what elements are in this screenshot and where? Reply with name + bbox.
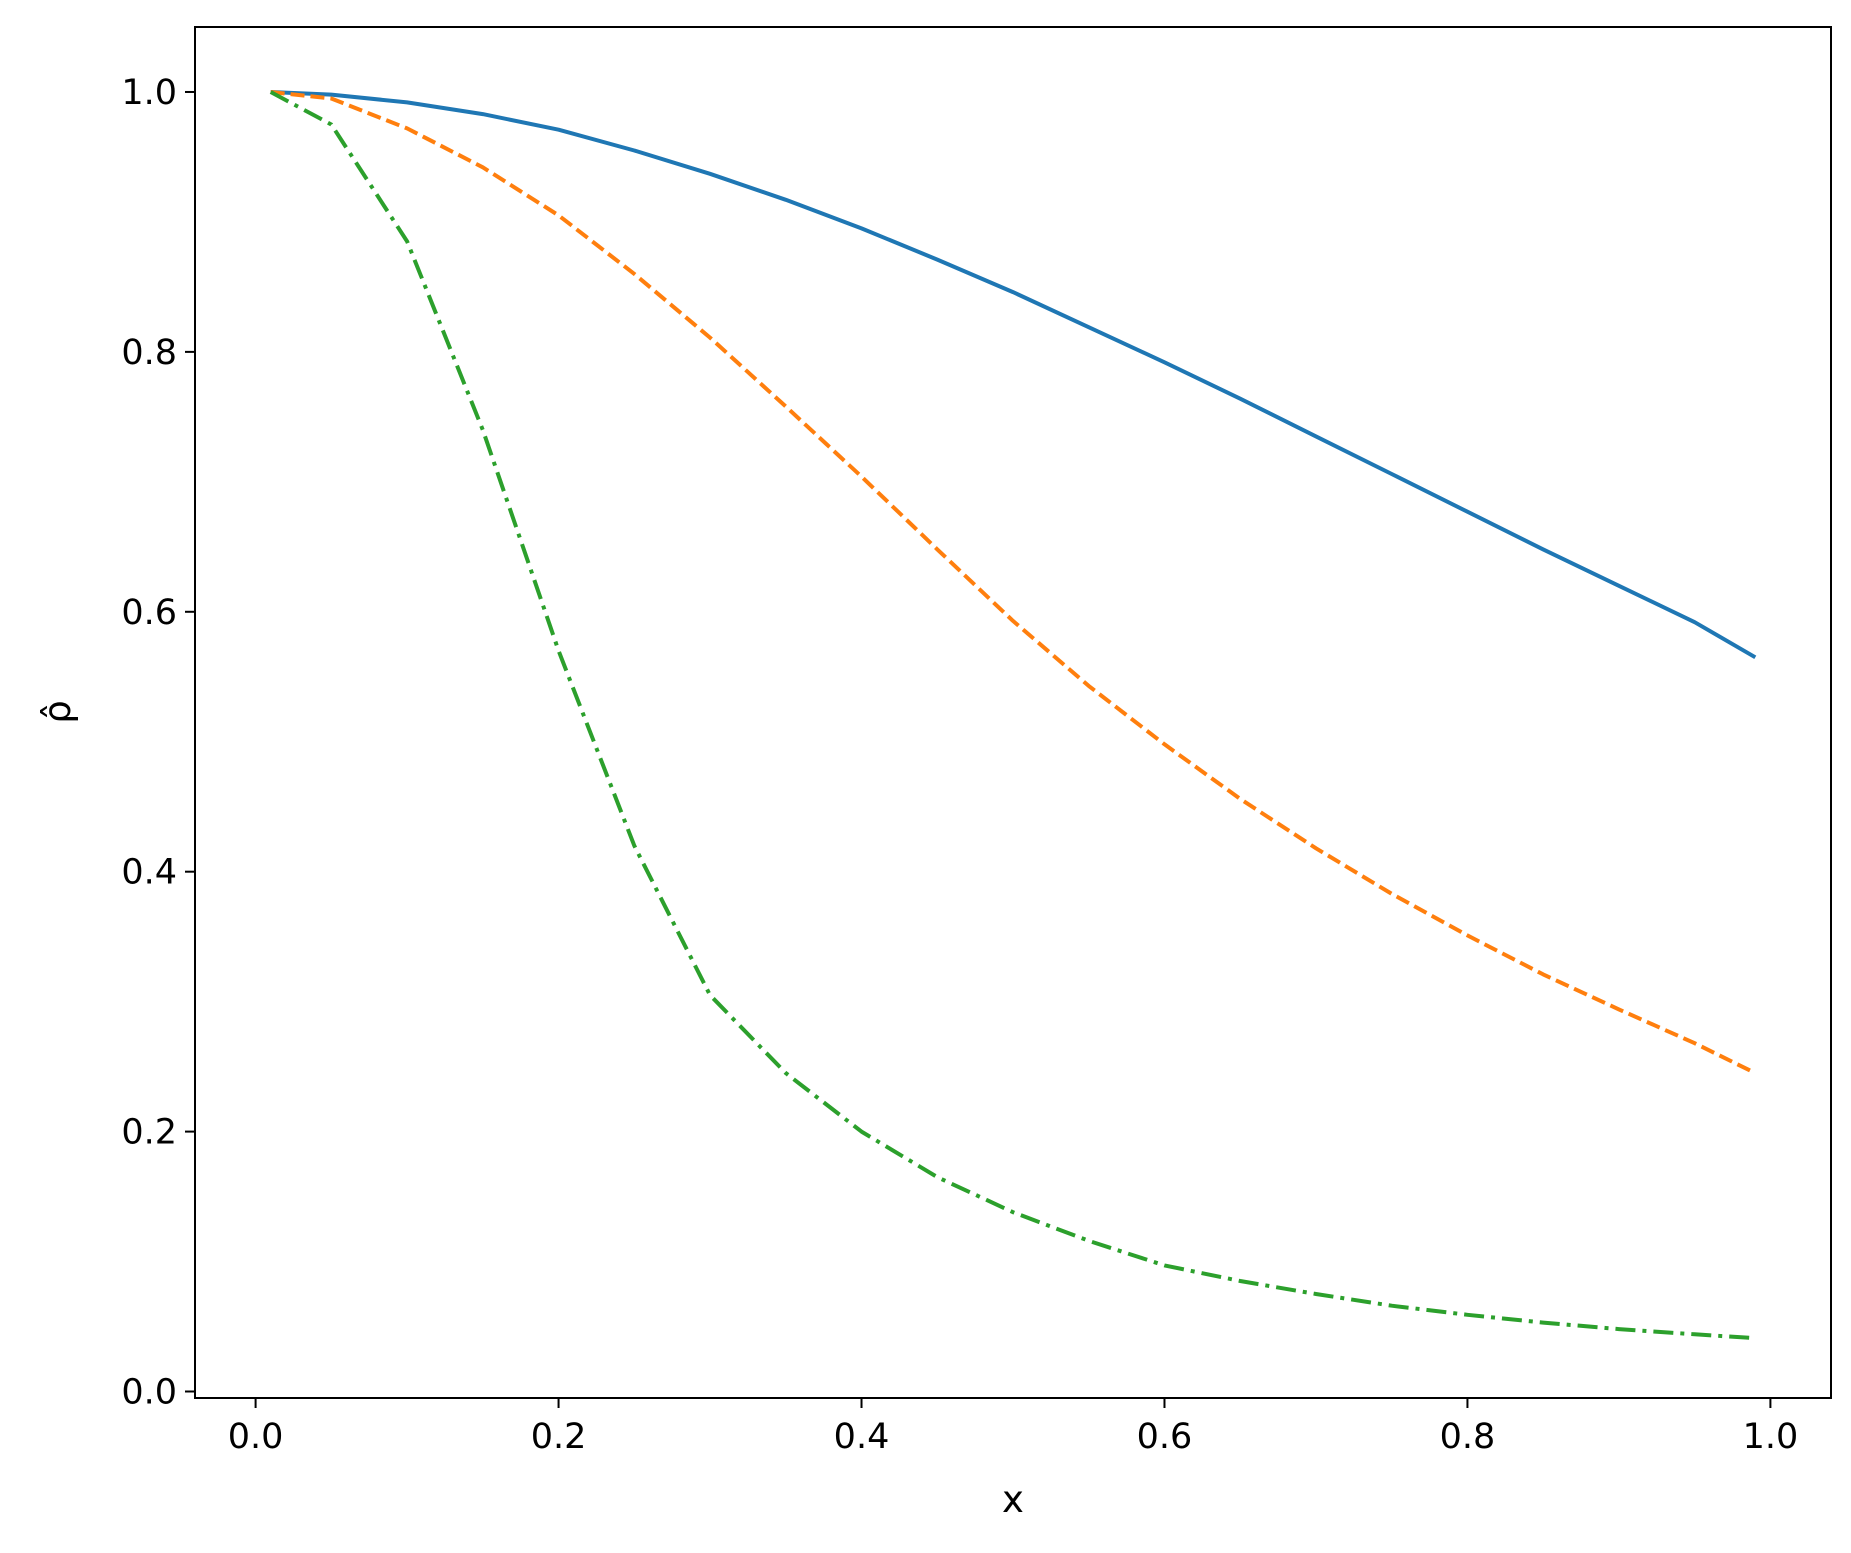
x-tick-label: 0.6 xyxy=(1137,1417,1193,1457)
series-line-2 xyxy=(270,90,1757,1075)
y-tick-label: 0.8 xyxy=(121,333,177,373)
x-tick-label: 0.2 xyxy=(531,1417,587,1457)
x-axis-ticks: 0.0 0.2 0.4 0.6 0.8 1.0 xyxy=(228,1398,1798,1457)
y-axis-label: ρ̂ xyxy=(36,700,79,724)
y-tick-label: 0.4 xyxy=(121,853,177,893)
y-tick-label: 0.6 xyxy=(121,593,177,633)
plot-area xyxy=(269,90,1757,1341)
y-tick-label: 0.0 xyxy=(121,1373,177,1413)
series-line-1 xyxy=(270,90,1757,660)
series-line-3 xyxy=(269,90,1756,1341)
y-tick-label: 1.0 xyxy=(121,73,177,113)
x-tick-label: 0.8 xyxy=(1440,1417,1496,1457)
x-tick-label: 0.4 xyxy=(834,1417,890,1457)
x-tick-label: 0.0 xyxy=(228,1417,284,1457)
x-axis-label: x xyxy=(1002,1478,1024,1521)
x-tick-label: 1.0 xyxy=(1743,1417,1799,1457)
y-axis-ticks: 0.0 0.2 0.4 0.6 0.8 1.0 xyxy=(121,73,195,1413)
axes-frame xyxy=(194,26,1832,1399)
y-tick-label: 0.2 xyxy=(121,1113,177,1153)
